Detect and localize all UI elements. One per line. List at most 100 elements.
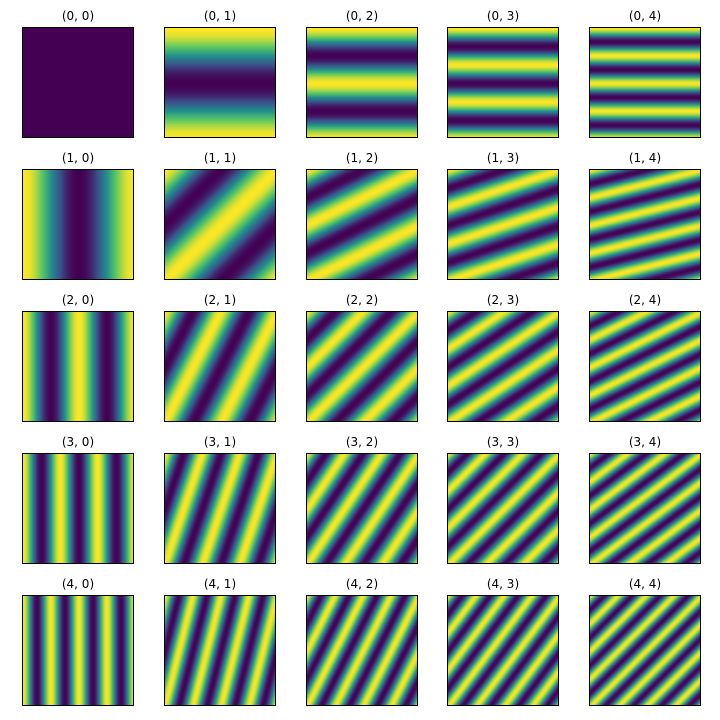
panel-frame [447, 453, 559, 564]
heatmap-image [22, 27, 134, 138]
heatmap-panel: (4, 1) [164, 577, 276, 706]
panel-frame [306, 27, 418, 138]
heatmap-image [589, 453, 701, 564]
heatmap-image [447, 453, 559, 564]
heatmap-panel: (4, 0) [22, 577, 134, 706]
heatmap-image [164, 453, 276, 564]
heatmap-image [164, 27, 276, 138]
panel-title: (0, 2) [346, 9, 378, 23]
heatmap-panel: (3, 4) [589, 435, 701, 564]
heatmap-image [22, 453, 134, 564]
panel-frame [447, 311, 559, 422]
panel-frame [164, 169, 276, 280]
heatmap-panel: (4, 3) [447, 577, 559, 706]
panel-frame [22, 311, 134, 422]
panel-frame [447, 595, 559, 706]
panel-frame [306, 311, 418, 422]
heatmap-panel: (0, 2) [306, 9, 418, 138]
panel-frame [306, 595, 418, 706]
heatmap-image [589, 169, 701, 280]
panel-title: (0, 4) [629, 9, 661, 23]
heatmap-panel: (0, 0) [22, 9, 134, 138]
panel-title: (0, 0) [62, 9, 94, 23]
panel-title: (1, 4) [629, 151, 661, 165]
panel-frame [164, 595, 276, 706]
panel-title: (1, 3) [487, 151, 519, 165]
panel-title: (4, 2) [346, 577, 378, 591]
heatmap-panel: (1, 3) [447, 151, 559, 280]
panel-frame [22, 453, 134, 564]
heatmap-panel: (2, 2) [306, 293, 418, 422]
panel-title: (3, 2) [346, 435, 378, 449]
panel-title: (0, 1) [204, 9, 236, 23]
panel-frame [589, 27, 701, 138]
panel-title: (2, 4) [629, 293, 661, 307]
panel-frame [22, 595, 134, 706]
panel-title: (1, 1) [204, 151, 236, 165]
heatmap-image [164, 169, 276, 280]
panel-title: (3, 0) [62, 435, 94, 449]
panel-frame [589, 169, 701, 280]
heatmap-panel: (4, 4) [589, 577, 701, 706]
heatmap-panel: (1, 1) [164, 151, 276, 280]
heatmap-panel: (3, 3) [447, 435, 559, 564]
panel-title: (3, 4) [629, 435, 661, 449]
heatmap-image [306, 311, 418, 422]
heatmap-panel: (3, 2) [306, 435, 418, 564]
panel-title: (4, 3) [487, 577, 519, 591]
heatmap-panel: (3, 0) [22, 435, 134, 564]
heatmap-image [589, 27, 701, 138]
panel-title: (2, 3) [487, 293, 519, 307]
panel-frame [589, 453, 701, 564]
panel-title: (2, 0) [62, 293, 94, 307]
heatmap-image [589, 311, 701, 422]
heatmap-image [306, 595, 418, 706]
heatmap-image [22, 595, 134, 706]
panel-frame [164, 27, 276, 138]
heatmap-panel: (2, 1) [164, 293, 276, 422]
panel-title: (2, 2) [346, 293, 378, 307]
panel-title: (1, 0) [62, 151, 94, 165]
panel-title: (3, 3) [487, 435, 519, 449]
heatmap-panel: (0, 3) [447, 9, 559, 138]
panel-frame [589, 595, 701, 706]
panel-frame [306, 169, 418, 280]
panel-title: (4, 1) [204, 577, 236, 591]
panel-title: (0, 3) [487, 9, 519, 23]
heatmap-image [306, 169, 418, 280]
panel-frame [164, 453, 276, 564]
panel-title: (3, 1) [204, 435, 236, 449]
heatmap-panel: (3, 1) [164, 435, 276, 564]
heatmap-image [164, 595, 276, 706]
panel-title: (4, 0) [62, 577, 94, 591]
heatmap-panel: (1, 2) [306, 151, 418, 280]
heatmap-panel: (1, 0) [22, 151, 134, 280]
heatmap-image [22, 311, 134, 422]
heatmap-panel: (4, 2) [306, 577, 418, 706]
panel-frame [22, 169, 134, 280]
panel-title: (4, 4) [629, 577, 661, 591]
heatmap-image [447, 311, 559, 422]
heatmap-panel: (2, 3) [447, 293, 559, 422]
heatmap-image [447, 169, 559, 280]
heatmap-image [22, 169, 134, 280]
heatmap-panel: (2, 0) [22, 293, 134, 422]
panel-frame [306, 453, 418, 564]
heatmap-image [164, 311, 276, 422]
heatmap-image [447, 595, 559, 706]
panel-title: (2, 1) [204, 293, 236, 307]
heatmap-panel: (2, 4) [589, 293, 701, 422]
panel-frame [589, 311, 701, 422]
heatmap-panel: (0, 4) [589, 9, 701, 138]
panel-frame [164, 311, 276, 422]
panel-title: (1, 2) [346, 151, 378, 165]
heatmap-panel: (0, 1) [164, 9, 276, 138]
panel-frame [22, 27, 134, 138]
heatmap-image [447, 27, 559, 138]
heatmap-panel: (1, 4) [589, 151, 701, 280]
panel-frame [447, 27, 559, 138]
heatmap-image [589, 595, 701, 706]
panel-frame [447, 169, 559, 280]
heatmap-image [306, 27, 418, 138]
